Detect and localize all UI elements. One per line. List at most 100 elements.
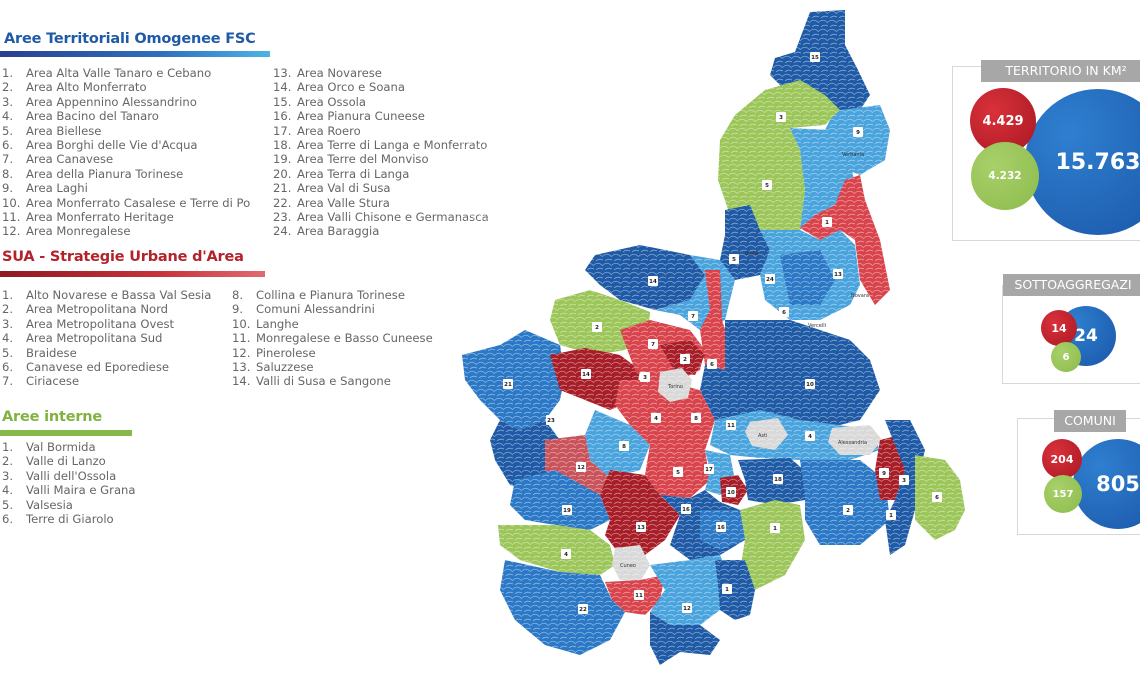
- legend-item-number: 12.: [232, 345, 251, 360]
- area-badge-box: [704, 464, 714, 474]
- area-badge-box: [822, 217, 832, 227]
- stat-comuni-header: COMUNI: [1054, 410, 1126, 432]
- area-badge-number: 6: [710, 362, 714, 368]
- area-badge-number: 21: [504, 382, 512, 388]
- legend-sua-title: SUA - Strategie Urbane d'Area: [2, 249, 244, 265]
- area-badge-number: 2: [683, 357, 687, 363]
- legend-item-number: 19.: [273, 152, 292, 167]
- stat-comuni-red-bubble: 204: [1042, 439, 1082, 479]
- legend-item-number: 23.: [273, 210, 292, 225]
- area-badge-number: 19: [563, 508, 571, 514]
- legend-item-label: Area Valle Stura: [297, 195, 390, 210]
- area-badge-number: 15: [811, 55, 819, 61]
- area-badge-number: 4: [654, 416, 658, 422]
- area-badge-box: [726, 420, 736, 430]
- legend-item-label: Valle di Lanzo: [26, 454, 106, 469]
- area-badge-box: [729, 254, 739, 264]
- area-badge-box: [770, 523, 780, 533]
- area-badge-number: 1: [773, 526, 777, 532]
- legend-item: 17. Area Roero: [273, 124, 489, 138]
- legend-item: 8. Area della Pianura Torinese: [2, 167, 250, 181]
- piemonte-map: Torino Asti Alessandria Cuneo Biella Nov…: [455, 0, 975, 687]
- area-badge-box: [932, 492, 942, 502]
- legend-item: 2. Area Metropolitana Nord: [2, 302, 211, 316]
- map-regions: [462, 10, 965, 665]
- area-badge-number: 2: [846, 508, 850, 514]
- legend-item-number: 15.: [273, 94, 292, 109]
- city-label-vercelli: Vercelli: [808, 323, 826, 329]
- legend-item: 11. Area Monferrato Heritage: [2, 210, 250, 224]
- legend-item-label: Comuni Alessandrini: [256, 302, 375, 317]
- area-badge-number: 1: [825, 220, 829, 226]
- legend-item-number: 18.: [273, 138, 292, 153]
- city-label-torino: Torino: [667, 384, 683, 390]
- area-badge-box: [707, 359, 717, 369]
- legend-item-label: Saluzzese: [256, 360, 314, 375]
- legend-item: 6. Terre di Giarolo: [2, 512, 136, 526]
- area-badge-box: [576, 462, 586, 472]
- legend-item-number: 1.: [2, 288, 14, 302]
- legend-item-number: 14.: [232, 374, 251, 389]
- stat-territorio-blue-bubble: 15.763: [1025, 89, 1140, 235]
- area-badge-number: 10: [727, 490, 735, 496]
- legend-item-label: Area Baraggia: [297, 224, 380, 239]
- legend-item: 12. Area Monregalese: [2, 224, 250, 238]
- legend-item-label: Area Ossola: [297, 94, 366, 109]
- legend-fsc-list-col1: 1. Area Alta Valle Tanaro e Cebano 2. Area …: [2, 66, 250, 239]
- legend-item: 3. Valli dell'Ossola: [2, 469, 136, 483]
- legend-item-label: Valli di Susa e Sangone: [256, 374, 391, 389]
- area-badge-number: 12: [577, 465, 585, 471]
- legend-item-label: Area della Pianura Torinese: [26, 166, 184, 181]
- area-badge-number: 8: [622, 444, 626, 450]
- area-badge-box: [805, 431, 815, 441]
- area-badge-box: [648, 276, 658, 286]
- area-badge-number: 3: [902, 478, 906, 484]
- area-badge-number: 12: [683, 606, 691, 612]
- legend-item-number: 4.: [2, 483, 14, 498]
- legend-item-label: Area Monferrato Casalese e Terre di Po: [26, 195, 251, 210]
- legend-item-label: Area Pianura Cuneese: [297, 109, 425, 124]
- stat-territorio-header: TERRITORIO IN KM²: [981, 60, 1140, 82]
- area-badge-box: [853, 127, 863, 137]
- legend-item: 3. Area Appennino Alessandrino: [2, 95, 250, 109]
- area-badge-box: [592, 322, 602, 332]
- legend-item-label: Area Val di Susa: [297, 181, 391, 196]
- area-badge-box: [776, 112, 786, 122]
- legend-item-number: 2.: [2, 454, 14, 469]
- legend-item-number: 17.: [273, 123, 292, 138]
- legend-item: 16. Area Pianura Cuneese: [273, 109, 489, 123]
- map-city-labels: Torino Asti Alessandria Cuneo Biella Nov…: [620, 152, 869, 569]
- legend-item-label: Area Terre di Langa e Monferrato: [297, 138, 488, 153]
- legend-fsc-list-col2: 13. Area Novarese 14. Area Orco e Soana 15. A…: [273, 66, 489, 239]
- city-label-biella: Biella: [745, 251, 759, 257]
- area-badge-box: [651, 413, 661, 423]
- area-badge-number: 16: [717, 525, 725, 531]
- area-badge-box: [581, 369, 591, 379]
- legend-item-number: 11.: [2, 210, 21, 225]
- legend-item-label: Area Alta Valle Tanaro e Cebano: [26, 66, 212, 80]
- legend-item: 23. Area Valli Chisone e Germanasca: [273, 210, 489, 224]
- legend-item-label: Area Novarese: [297, 66, 382, 80]
- legend-item-number: 16.: [273, 109, 292, 124]
- legend-item-number: 5.: [2, 497, 14, 512]
- area-badge-number: 17: [705, 467, 713, 473]
- legend-item: 4. Valli Maira e Grana: [2, 483, 136, 497]
- legend-item-label: Terre di Giarolo: [26, 512, 114, 527]
- legend-interne-bar: [0, 430, 132, 436]
- legend-item-number: 6.: [2, 512, 14, 527]
- legend-item-number: 3.: [2, 468, 14, 483]
- area-badge-number: 6: [782, 310, 786, 316]
- area-badge-box: [636, 522, 646, 532]
- area-badge-number: 11: [727, 423, 735, 429]
- legend-item: 6. Canavese ed Eporediese: [2, 360, 211, 374]
- area-badge-box: [640, 372, 650, 382]
- legend-item: 8. Collina e Pianura Torinese: [232, 288, 433, 302]
- legend-item-label: Collina e Pianura Torinese: [256, 288, 405, 302]
- legend-item: 14. Valli di Susa e Sangone: [232, 374, 433, 388]
- legend-item-label: Area Laghi: [26, 181, 88, 196]
- legend-item: 13. Area Novarese: [273, 66, 489, 80]
- legend-item-number: 1.: [2, 66, 14, 80]
- area-badge-number: 7: [651, 342, 655, 348]
- legend-item: 1. Alto Novarese e Bassa Val Sesia: [2, 288, 211, 302]
- stat-sottoaggregazioni-green-bubble: 6: [1051, 342, 1081, 372]
